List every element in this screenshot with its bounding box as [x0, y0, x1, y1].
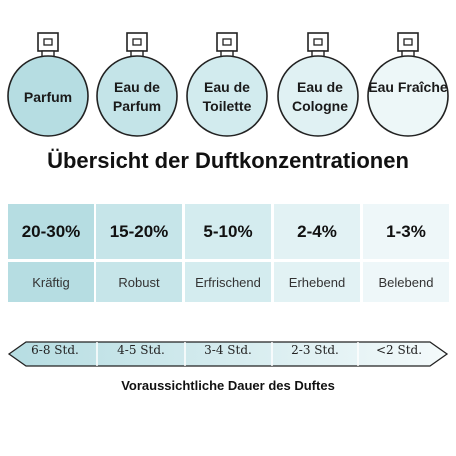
duration-label: 3-4 Std.: [204, 343, 252, 357]
perfume-bottle: [277, 32, 359, 137]
bottle-label-eau-de-parfum: Eau de Parfum: [112, 79, 162, 114]
page-title: Übersicht der Duftkonzentrationen: [47, 148, 409, 173]
bottle-body: [277, 55, 359, 137]
bottle-cap: [126, 32, 148, 52]
description-text: Erhebend: [288, 274, 346, 290]
percent-value: 5-10%: [203, 221, 253, 241]
percent-cell-eau-de-parfum: 15-20%: [96, 204, 182, 259]
perfume-bottle: [96, 32, 178, 137]
duration-caption: Voraussichtliche Dauer des Duftes: [121, 378, 335, 393]
bottle-label-eau-de-toilette: Eau de Toilette: [202, 79, 252, 114]
duration-label: 4-5 Std.: [117, 343, 165, 357]
bottle-nozzle: [313, 38, 323, 46]
description-text: Belebend: [378, 274, 434, 290]
percent-cell-eau-fraiche: 1-3%: [363, 204, 449, 259]
perfume-bottle: [367, 32, 449, 137]
percent-value: 1-3%: [386, 221, 426, 241]
description-cell-eau-de-cologne: Erhebend: [274, 262, 360, 302]
duration-label: 2-3 Std.: [291, 343, 339, 357]
concentration-table: 20-30% 15-20% 5-10% 2-4% 1-3% Kräftig Ro…: [8, 204, 449, 302]
description-cell-eau-de-toilette: Erfrischend: [185, 262, 271, 302]
description-text: Robust: [118, 274, 160, 290]
description-text: Erfrischend: [195, 274, 261, 290]
percent-cell-eau-de-toilette: 5-10%: [185, 204, 271, 259]
bottle-body: [96, 55, 178, 137]
perfume-bottle: [186, 32, 268, 137]
bottle-cap: [307, 32, 329, 52]
percent-cell-parfum: 20-30%: [8, 204, 94, 259]
description-cell-eau-fraiche: Belebend: [363, 262, 449, 302]
bottle-nozzle: [132, 38, 142, 46]
duration-label: <2 Std.: [375, 343, 423, 357]
bottle-nozzle: [222, 38, 232, 46]
bottle-nozzle: [43, 38, 53, 46]
duration-arrow: [7, 341, 449, 367]
bottle-cap: [37, 32, 59, 52]
percent-value: 20-30%: [21, 221, 81, 241]
bottle-label-eau-de-cologne: Eau de Cologne: [292, 79, 348, 114]
bottle-body: [367, 55, 449, 137]
bottle-label-eau-fraiche: Eau Fraîche: [368, 79, 448, 95]
bottle-label-parfum: Parfum: [23, 89, 73, 105]
bottle-body: [7, 55, 89, 137]
description-cell-eau-de-parfum: Robust: [96, 262, 182, 302]
percent-value: 15-20%: [109, 221, 169, 241]
bottle-cap: [397, 32, 419, 52]
bottle-body: [186, 55, 268, 137]
perfume-bottles: [7, 32, 449, 137]
bottle-cap: [216, 32, 238, 52]
bottle-nozzle: [403, 38, 413, 46]
perfume-bottle: [7, 32, 89, 137]
percent-value: 2-4%: [297, 221, 337, 241]
description-cell-parfum: Kräftig: [8, 262, 94, 302]
duration-label: 6-8 Std.: [31, 343, 79, 357]
arrow-body: [7, 341, 449, 367]
percent-cell-eau-de-cologne: 2-4%: [274, 204, 360, 259]
description-text: Kräftig: [32, 274, 70, 290]
